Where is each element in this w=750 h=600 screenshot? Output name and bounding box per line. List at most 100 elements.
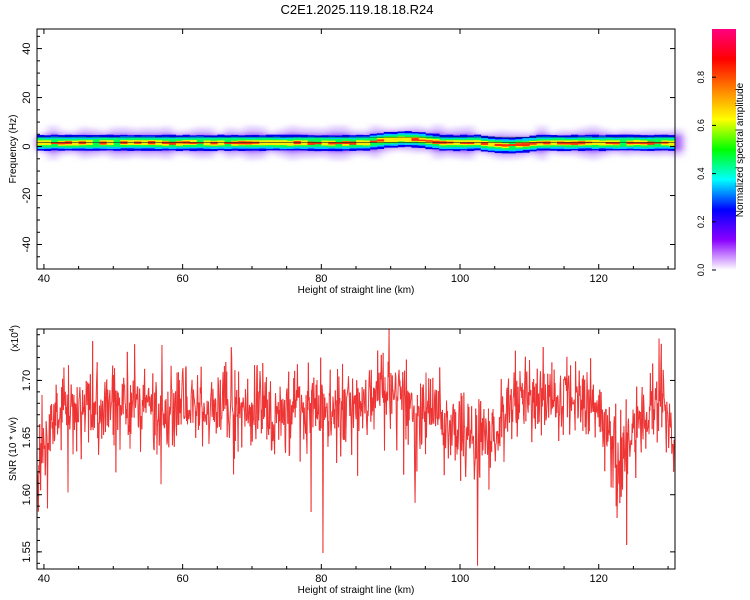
- colorbar-tick-label: 0.4: [696, 167, 706, 180]
- band-cell: [286, 140, 294, 146]
- band-cell: [168, 141, 177, 145]
- x-tick-label: 100: [451, 573, 469, 585]
- y-tick-label: 20: [21, 91, 33, 103]
- x-tick-label: 60: [177, 573, 189, 585]
- band-cell: [189, 142, 197, 145]
- x-tick-label: 40: [38, 273, 50, 285]
- band-cell: [71, 140, 79, 146]
- colorbar-tick-label: 0.0: [696, 264, 706, 277]
- band-cell: [328, 141, 336, 145]
- x-tick-label: 80: [315, 573, 327, 585]
- snr-x-axis-label: Height of straight line (km): [298, 585, 415, 596]
- band-cell: [307, 141, 315, 145]
- snr-plot-area: [37, 329, 675, 569]
- y-tick-label: 1.70: [21, 370, 33, 391]
- y-tick-label: 1.55: [21, 541, 33, 562]
- band-cell: [543, 141, 551, 145]
- x-tick-label: 120: [590, 273, 608, 285]
- band-cell: [633, 142, 641, 144]
- snr-multiplier-exp: 4: [9, 328, 16, 332]
- band-cell: [550, 140, 558, 146]
- band-cell: [598, 140, 606, 146]
- band-cell: [37, 140, 45, 146]
- haze-core-cell: [671, 134, 683, 152]
- band-cell: [605, 142, 613, 144]
- x-tick-label: 100: [451, 273, 469, 285]
- y-tick-label: 0: [21, 143, 33, 149]
- band-cell: [564, 142, 572, 145]
- band-cell: [196, 142, 204, 144]
- band-cell: [99, 141, 107, 145]
- band-cell: [224, 141, 232, 145]
- snr-y-ticks: 1.55 1.60 1.65 1.70: [21, 334, 675, 564]
- band-cell: [397, 136, 405, 142]
- band-cell: [480, 142, 489, 145]
- snr-series-line: [36, 328, 676, 566]
- snr-x-ticks: 40 60 80 100 120: [38, 329, 669, 585]
- colorbar-scale: [712, 29, 736, 270]
- band-cell: [349, 141, 357, 145]
- band-cell: [466, 142, 475, 145]
- band-cell: [203, 140, 211, 146]
- y-tick-label: 1.60: [21, 484, 33, 505]
- band-cell: [245, 141, 253, 145]
- colorbar-label: Normalized spectral amplitude: [735, 82, 746, 217]
- band-cell: [640, 142, 648, 145]
- y-tick-label: -40: [21, 237, 33, 253]
- snr-multiplier: (x104): [9, 325, 21, 352]
- band-cell: [383, 137, 392, 143]
- band-cell: [231, 141, 239, 145]
- band-cell: [647, 141, 655, 145]
- spectrogram-y-ticks: 40 20 0 -20 -40: [21, 35, 675, 258]
- band-cell: [626, 141, 634, 145]
- band-cell: [210, 141, 218, 145]
- colorbar-tick-label: 0.2: [696, 216, 706, 229]
- spectrogram-x-axis-label: Height of straight line (km): [298, 285, 415, 296]
- band-cell: [314, 141, 322, 145]
- band-cell: [508, 143, 516, 147]
- band-cell: [321, 140, 329, 146]
- x-tick-label: 60: [177, 273, 189, 285]
- band-cell: [577, 141, 586, 145]
- colorbar: 0.0 0.2 0.4 0.6 0.8 Normalized spectral ampl…: [696, 29, 746, 276]
- spectral-band: [37, 124, 683, 160]
- band-cell: [668, 140, 676, 146]
- snr-panel: 40 60 80 100 120 1.55 1.60 1.65 1.70 Height of …: [8, 325, 676, 596]
- band-cell: [557, 141, 565, 145]
- colorbar-ticks: 0.0 0.2 0.4 0.6 0.8: [696, 71, 716, 276]
- snr-y-axis-label: SNR (10 * v/v): [8, 417, 19, 481]
- y-tick-label: -20: [21, 188, 33, 204]
- band-cell: [335, 142, 343, 145]
- band-cell: [570, 141, 579, 145]
- band-cell: [376, 139, 385, 142]
- snr-multiplier-close: ): [10, 325, 21, 328]
- band-cell: [57, 141, 66, 145]
- band-cell: [217, 140, 225, 146]
- band-cell: [50, 142, 59, 145]
- band-cell: [654, 142, 662, 144]
- band-cell: [515, 143, 523, 146]
- band-cell: [362, 140, 371, 146]
- x-tick-label: 80: [315, 273, 327, 285]
- band-cell: [300, 140, 308, 146]
- band-cell: [522, 143, 530, 147]
- band-cell: [425, 140, 433, 142]
- band-cell: [418, 139, 426, 142]
- band-cell: [404, 137, 412, 142]
- band-cell: [612, 142, 620, 145]
- colorbar-tick-label: 0.6: [696, 119, 706, 132]
- band-cell: [501, 144, 509, 147]
- band-cell: [460, 142, 468, 144]
- band-cell: [369, 140, 378, 143]
- band-cell: [487, 141, 496, 147]
- band-cell: [529, 142, 537, 145]
- band-cell: [411, 138, 419, 141]
- chart-title: C2E1.2025.119.18.18.R24: [281, 2, 434, 17]
- spectrogram-y-axis-label: Frequency (Hz): [8, 115, 19, 184]
- y-tick-label: 40: [21, 42, 33, 54]
- colorbar-tick-label: 0.8: [696, 71, 706, 84]
- band-cell: [494, 143, 502, 146]
- band-cell: [390, 137, 398, 143]
- snr-multiplier-base: (x10: [10, 332, 21, 352]
